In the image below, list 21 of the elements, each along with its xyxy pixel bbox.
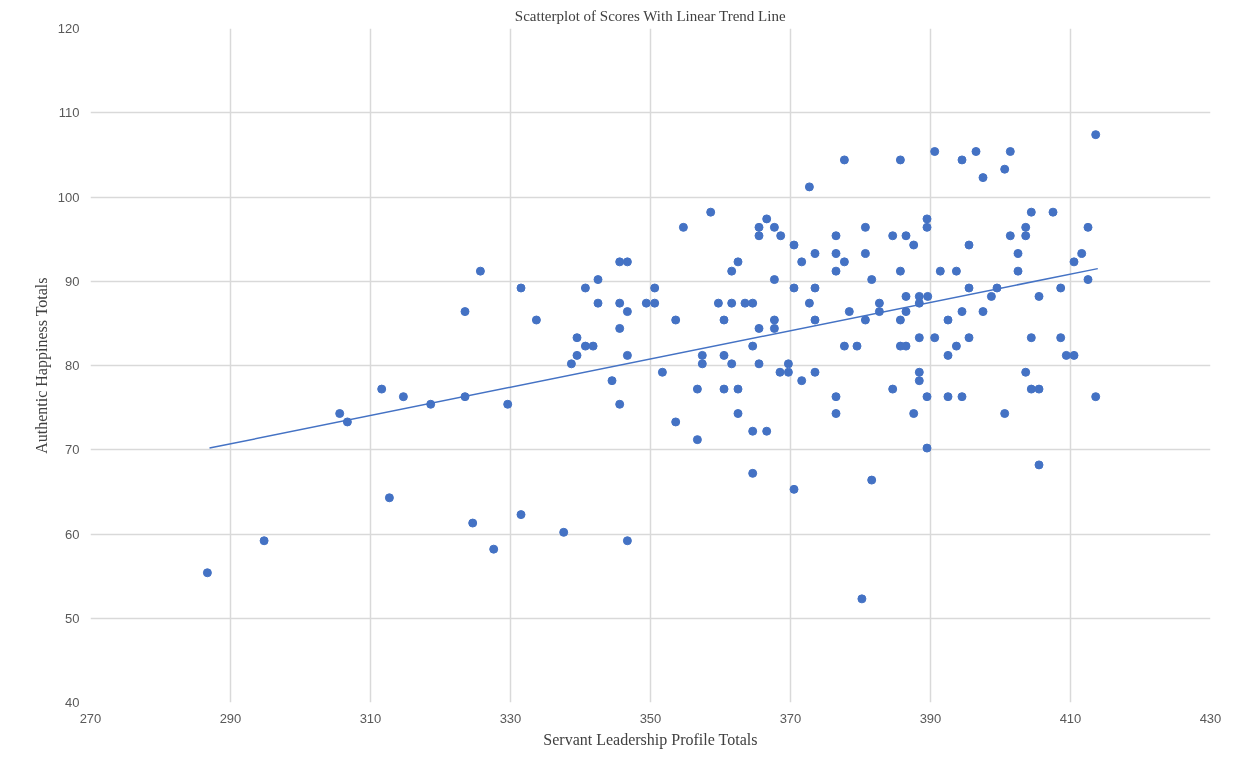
x-tick-label: 330 [499,710,522,726]
y-tick-label: 80 [65,358,80,373]
x-tick-label: 370 [779,710,802,726]
y-axis-title: Authentic Happiness Totals [32,277,51,454]
y-tick-label: 90 [65,273,80,289]
x-tick-label: 350 [639,710,662,726]
y-tick-label: 120 [57,21,80,36]
x-tick-label: 430 [1199,710,1222,726]
x-tick-label: 290 [219,710,242,726]
x-tick-label: 270 [79,710,102,726]
x-tick-label: 410 [1059,710,1082,726]
chart-title: Scatterplot of Scores With Linear Trend Line [514,7,786,24]
y-tick-label: 100 [57,189,80,205]
x-tick-label: 390 [919,710,942,726]
y-tick-label: 60 [65,526,80,542]
y-tick-label: 50 [65,610,80,626]
x-axis-title: Servant Leadership Profile Totals [543,730,758,749]
x-tick-label: 310 [359,710,382,726]
y-tick-label: 70 [65,442,80,458]
y-tick-label: 110 [58,105,80,121]
y-tick-label: 40 [65,695,80,710]
